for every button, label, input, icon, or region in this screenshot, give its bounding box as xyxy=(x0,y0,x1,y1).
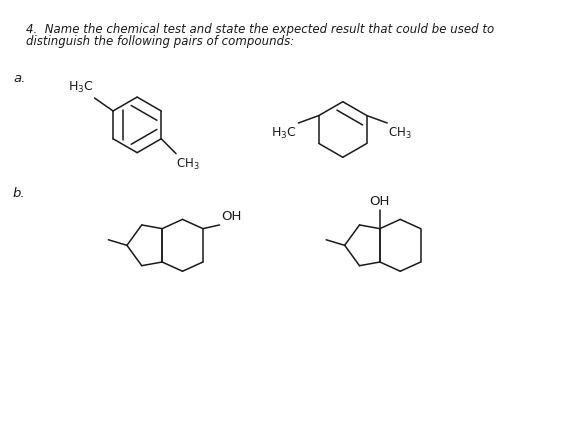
Text: b.: b. xyxy=(13,187,25,200)
Text: H$_3$C: H$_3$C xyxy=(68,80,94,95)
Text: H$_3$C: H$_3$C xyxy=(271,126,296,141)
Text: OH: OH xyxy=(370,195,390,208)
Text: 4.  Name the chemical test and state the expected result that could be used to: 4. Name the chemical test and state the … xyxy=(26,23,494,36)
Text: distinguish the following pairs of compounds:: distinguish the following pairs of compo… xyxy=(26,35,294,48)
Text: CH$_3$: CH$_3$ xyxy=(388,126,412,141)
Text: OH: OH xyxy=(221,210,242,223)
Text: CH$_3$: CH$_3$ xyxy=(176,157,200,173)
Text: a.: a. xyxy=(13,72,25,85)
